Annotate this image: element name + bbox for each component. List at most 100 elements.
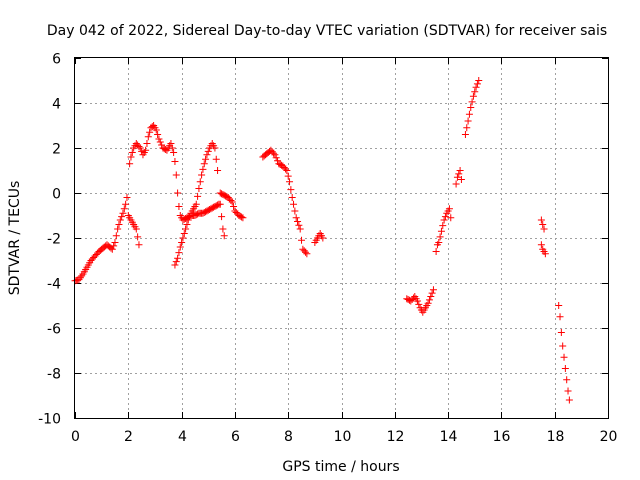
data-point xyxy=(146,128,154,136)
data-point xyxy=(212,155,220,163)
data-point xyxy=(432,248,440,255)
tick-labels: 0 2 4 6 8 10 12 14 16 18 20 -10 -8 -6 -4 -2 0 2 4 6 xyxy=(38,52,617,446)
data-point xyxy=(303,250,311,258)
data-point xyxy=(271,151,279,159)
data-point xyxy=(439,222,447,230)
x-tick-label: 18 xyxy=(547,429,565,445)
data-point xyxy=(135,241,143,249)
data-point xyxy=(467,104,475,111)
data-point xyxy=(172,258,180,266)
data-point xyxy=(413,297,421,305)
data-point xyxy=(132,225,140,233)
data-point xyxy=(472,83,480,91)
data-point xyxy=(142,146,150,154)
data-point xyxy=(557,329,565,336)
data-point xyxy=(167,140,175,147)
y-tick-label: -4 xyxy=(47,277,61,293)
data-point xyxy=(294,218,302,225)
data-point xyxy=(290,200,298,208)
data-point xyxy=(230,203,238,210)
data-point xyxy=(555,302,563,309)
data-point xyxy=(175,249,183,257)
data-point xyxy=(126,160,134,168)
data-point xyxy=(219,225,227,233)
x-tick-label: 20 xyxy=(600,429,618,445)
data-point xyxy=(440,216,448,224)
data-point xyxy=(134,233,142,241)
data-point xyxy=(270,149,278,157)
data-point xyxy=(174,189,182,197)
data-point xyxy=(114,225,122,233)
data-point xyxy=(186,213,194,221)
data-point xyxy=(435,239,443,246)
data-point xyxy=(539,221,547,228)
data-point xyxy=(156,138,164,146)
data-point xyxy=(437,227,445,235)
data-point xyxy=(288,194,296,201)
data-point xyxy=(452,180,460,188)
data-point xyxy=(220,232,228,240)
data-point xyxy=(463,124,471,132)
data-point xyxy=(468,98,476,106)
data-point xyxy=(200,160,208,168)
x-tick-label: 14 xyxy=(440,429,458,445)
data-point xyxy=(473,80,481,88)
data-point xyxy=(194,192,202,200)
data-point xyxy=(174,254,182,262)
data-point xyxy=(135,143,143,150)
data-point xyxy=(216,200,224,208)
y-tick-label: -8 xyxy=(47,367,61,383)
data-point xyxy=(171,261,179,269)
plot-frame xyxy=(74,57,609,419)
y-tick-label: 2 xyxy=(52,142,61,158)
y-tick-label: 6 xyxy=(52,52,61,68)
x-tick-label: 6 xyxy=(231,429,240,445)
data-point xyxy=(284,172,292,180)
data-point xyxy=(415,300,423,308)
data-point xyxy=(119,209,127,217)
data-point xyxy=(127,153,135,161)
y-tick-label: -10 xyxy=(38,412,61,428)
data-point xyxy=(564,387,572,395)
data-point xyxy=(319,234,327,242)
data-point xyxy=(203,151,211,159)
x-tick-label: 12 xyxy=(387,429,405,445)
data-point xyxy=(559,342,567,350)
data-point xyxy=(464,117,472,125)
data-point xyxy=(455,170,463,178)
data-point xyxy=(227,197,235,204)
data-point xyxy=(537,216,545,224)
data-point xyxy=(192,200,200,208)
data-point xyxy=(143,140,151,147)
data-point xyxy=(282,165,290,173)
y-tick-label: 0 xyxy=(52,187,61,203)
data-point xyxy=(183,221,191,228)
data-point xyxy=(118,213,126,221)
axis-ticks xyxy=(75,58,609,419)
data-point xyxy=(283,167,291,174)
data-point xyxy=(560,353,568,361)
y-axis-label: SDTVAR / TECUs xyxy=(7,181,23,296)
data-point xyxy=(211,144,219,152)
data-point xyxy=(537,241,545,249)
data-point xyxy=(172,171,180,179)
data-point xyxy=(195,185,203,192)
data-point xyxy=(238,213,246,221)
x-tick-label: 8 xyxy=(284,429,293,445)
data-point xyxy=(171,158,179,165)
data-point xyxy=(465,110,473,118)
data-point xyxy=(457,176,465,183)
y-tick-label: -2 xyxy=(47,232,61,248)
data-point xyxy=(198,171,206,179)
data-point xyxy=(176,243,184,251)
data-point xyxy=(287,186,295,194)
y-tick-label: 4 xyxy=(52,97,61,113)
data-point xyxy=(123,194,131,201)
data-point xyxy=(427,293,435,300)
data-point xyxy=(461,131,469,138)
data-point xyxy=(228,198,236,206)
data-point xyxy=(128,149,136,156)
data-point xyxy=(291,207,299,215)
data-point xyxy=(110,242,118,250)
